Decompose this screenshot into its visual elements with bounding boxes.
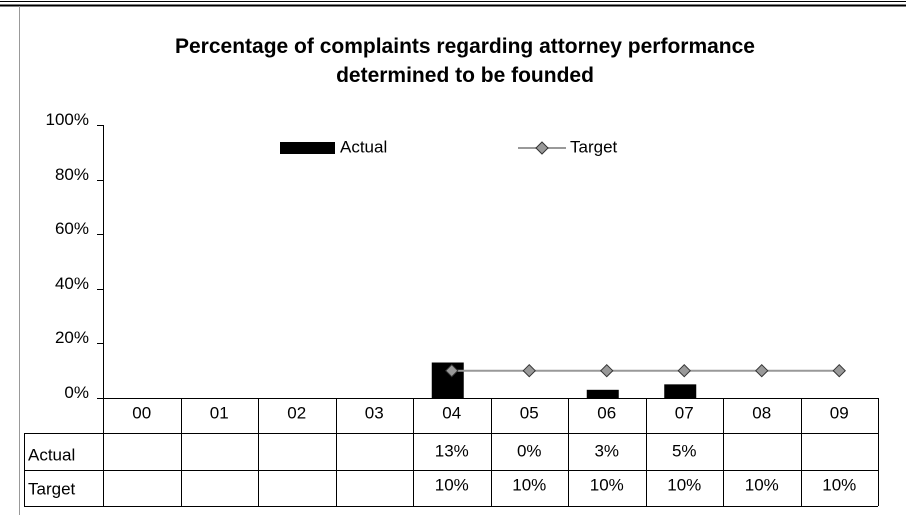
- legend-swatch: [535, 141, 549, 155]
- table-row-label: Actual: [28, 445, 75, 464]
- y-tick-label: 0%: [64, 383, 89, 402]
- table-value: 13%: [435, 441, 469, 460]
- table-value: 10%: [667, 475, 701, 494]
- x-tick-label: 02: [287, 403, 306, 422]
- y-tick-label: 60%: [55, 219, 89, 238]
- x-tick-label: 08: [752, 403, 771, 422]
- bar: [431, 362, 464, 398]
- legend-swatch: [280, 142, 335, 154]
- x-tick-label: 03: [365, 403, 384, 422]
- y-tick-label: 80%: [55, 165, 89, 184]
- chart-title: Percentage of complaints regarding attor…: [175, 35, 755, 87]
- bar: [586, 389, 619, 398]
- x-tick-label: 04: [442, 403, 461, 422]
- table-value: 5%: [672, 441, 697, 460]
- table-value: 3%: [594, 441, 619, 460]
- x-tick-label: 00: [132, 403, 151, 422]
- marker: [832, 363, 846, 378]
- legend-label: Actual: [340, 137, 387, 156]
- x-tick-label: 07: [675, 403, 694, 422]
- marker: [600, 363, 614, 378]
- table-value: 10%: [745, 475, 779, 494]
- y-tick-label: 20%: [55, 328, 89, 347]
- marker: [522, 363, 536, 378]
- bar: [664, 384, 697, 398]
- table-row-label: Target: [28, 479, 76, 498]
- table-value: 0%: [517, 441, 542, 460]
- x-tick-label: 05: [520, 403, 539, 422]
- marker: [445, 363, 459, 378]
- legend-label: Target: [570, 137, 618, 156]
- x-tick-label: 09: [830, 403, 849, 422]
- y-tick-label: 40%: [55, 274, 89, 293]
- x-tick-label: 06: [597, 403, 616, 422]
- y-tick-label: 100%: [46, 110, 89, 129]
- table-value: 10%: [435, 475, 469, 494]
- x-tick-label: 01: [210, 403, 229, 422]
- table-value: 10%: [512, 475, 546, 494]
- marker: [677, 363, 691, 378]
- marker: [755, 363, 769, 378]
- table-value: 10%: [590, 475, 624, 494]
- table-value: 10%: [822, 475, 856, 494]
